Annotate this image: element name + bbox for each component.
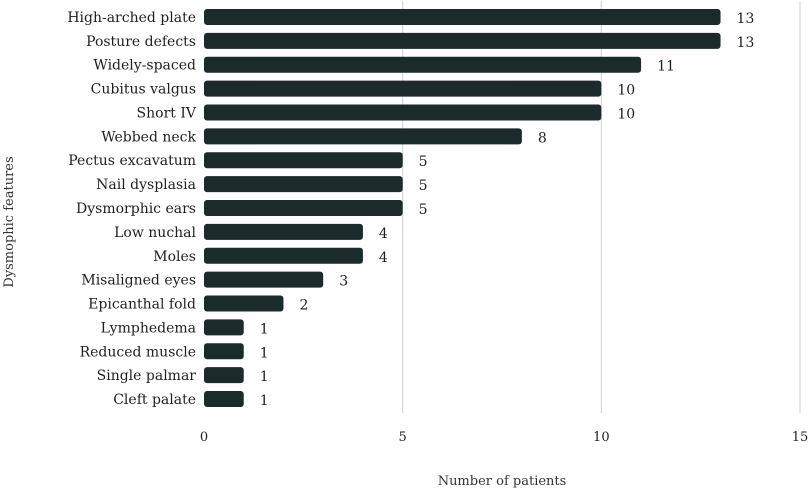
data-label: 10 — [617, 83, 635, 99]
data-label: 5 — [419, 178, 428, 194]
data-label: 1 — [260, 345, 269, 361]
bar — [204, 343, 244, 360]
category-label: Pectus excavatum — [68, 153, 196, 169]
bar — [204, 391, 244, 408]
category-label: Single palmar — [97, 368, 197, 384]
category-label: Short IV — [137, 105, 197, 121]
category-labels: High-arched plate Posture defects Widely-s… — [67, 10, 197, 408]
bar — [204, 176, 403, 193]
data-label: 11 — [657, 59, 675, 75]
category-label: Misaligned eyes — [81, 273, 196, 289]
data-label: 3 — [339, 274, 348, 290]
data-label: 2 — [299, 298, 308, 314]
category-label: Cleft palate — [113, 392, 196, 408]
bar — [204, 8, 721, 25]
bar — [204, 271, 324, 288]
data-label: 5 — [419, 154, 428, 170]
data-label: 4 — [379, 226, 388, 242]
x-tick-label: 5 — [399, 430, 407, 445]
category-label: Reduced muscle — [80, 344, 196, 360]
data-label: 8 — [538, 130, 547, 146]
category-label: Widely-spaced — [93, 58, 196, 74]
data-label: 1 — [260, 369, 269, 385]
bar — [204, 200, 403, 216]
bar — [204, 152, 403, 169]
x-tick-label: 0 — [200, 430, 208, 445]
bar — [204, 319, 244, 336]
bar — [204, 56, 642, 73]
data-label: 13 — [737, 35, 755, 51]
data-label: 4 — [379, 250, 388, 266]
bar — [204, 223, 363, 240]
category-label: Posture defects — [86, 34, 196, 50]
bar — [204, 367, 244, 384]
category-label: Cubitus valgus — [91, 82, 196, 98]
data-label: 10 — [617, 106, 635, 122]
bar — [204, 80, 602, 97]
bar — [204, 247, 363, 264]
category-label: High-arched plate — [67, 10, 196, 26]
bar — [204, 104, 602, 121]
y-axis-title: Dysmophic features — [2, 156, 17, 287]
x-tick-label: 15 — [792, 430, 809, 445]
category-label: Webbed neck — [101, 129, 196, 145]
category-label: Lymphedema — [101, 320, 196, 336]
category-label: Nail dysplasia — [96, 177, 196, 193]
x-tick-labels: 0 5 10 15 — [200, 430, 808, 445]
bar — [204, 128, 522, 145]
data-label: 13 — [737, 11, 755, 27]
data-label: 5 — [419, 202, 428, 218]
category-label: Epicanthal fold — [88, 297, 196, 313]
data-label: 1 — [260, 321, 269, 337]
category-label: Moles — [153, 249, 196, 265]
bars — [204, 8, 721, 408]
x-axis-title: Number of patients — [438, 474, 567, 489]
category-label: Low nuchal — [114, 225, 196, 241]
x-tick-label: 10 — [593, 430, 610, 445]
bar — [204, 32, 721, 49]
data-label: 1 — [260, 393, 269, 409]
bar — [204, 295, 284, 312]
category-label: Dysmorphic ears — [76, 201, 196, 217]
